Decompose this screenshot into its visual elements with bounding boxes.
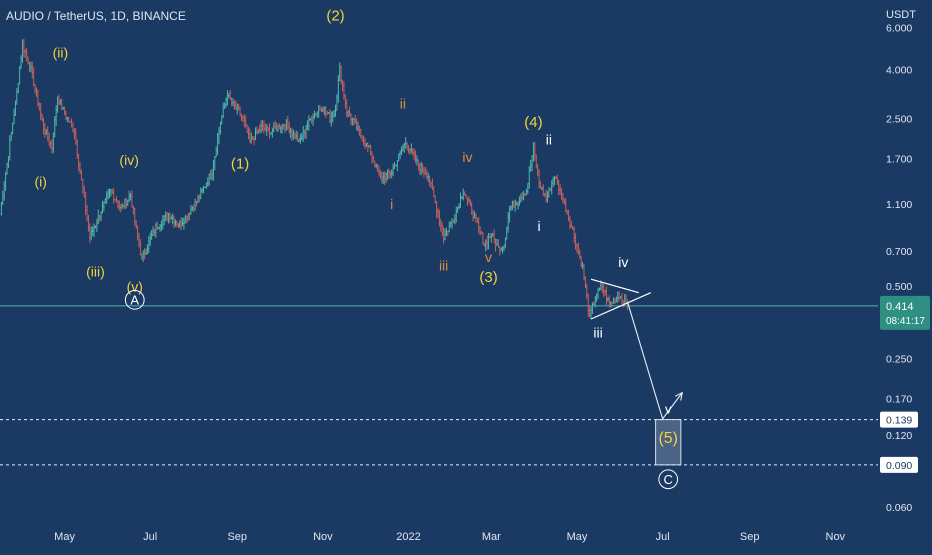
wave-label: (4)	[524, 114, 542, 131]
y-tick-label: 0.700	[886, 246, 912, 258]
x-tick-label: Nov	[313, 531, 333, 543]
y-tick-label: 0.120	[886, 430, 912, 442]
wave-label: iv	[462, 149, 472, 165]
wave-label: (iii)	[86, 263, 105, 279]
price-level-label: 0.139	[886, 415, 912, 427]
current-price-label: 0.414	[886, 301, 914, 313]
x-tick-label: Sep	[227, 531, 247, 543]
y-tick-label: 4.000	[886, 65, 912, 77]
x-tick-label: May	[567, 531, 588, 543]
y-tick-label: 0.500	[886, 281, 912, 293]
wave-label: i	[538, 218, 541, 234]
symbol-title: AUDIO / TetherUS, 1D, BINANCE	[6, 9, 186, 23]
wave-label: (v)	[127, 279, 143, 295]
y-tick-label: 0.250	[886, 353, 912, 365]
y-tick-label: 2.500	[886, 114, 912, 126]
x-tick-label: Nov	[826, 531, 846, 543]
y-tick-label: 1.100	[886, 199, 912, 211]
wave-label: iv	[618, 254, 628, 270]
price-level-badge	[880, 456, 918, 473]
price-level-badge	[880, 411, 918, 428]
wave-label: ii	[546, 131, 552, 147]
wave-label: iii	[593, 325, 602, 341]
wave-label: v	[665, 402, 672, 417]
wave-label: (ii)	[53, 44, 69, 60]
y-tick-label: 6.000	[886, 22, 912, 34]
wave-label: i	[390, 196, 393, 212]
wave-label: (1)	[231, 155, 249, 172]
projection-arrowhead	[674, 391, 684, 401]
x-tick-label: Mar	[482, 531, 501, 543]
y-tick-label: 1.700	[886, 154, 912, 166]
wave-label: iii	[439, 258, 448, 274]
wave-label: A	[130, 292, 139, 307]
wave-label: (5)	[658, 430, 678, 447]
triangle-upper-line	[590, 278, 639, 294]
x-tick-label: Jul	[143, 531, 157, 543]
x-tick-label: 2022	[396, 531, 420, 543]
projection-path	[626, 301, 683, 421]
wave-label: ii	[400, 96, 406, 112]
triangle-lower-line	[590, 292, 651, 320]
y-tick-label: 0.060	[886, 502, 912, 514]
x-tick-label: Jul	[656, 531, 670, 543]
wave-label: (iv)	[119, 152, 138, 168]
current-price-badge	[880, 295, 930, 330]
wave-label: (2)	[326, 8, 344, 25]
wave-label: (3)	[479, 269, 497, 286]
wave-label: C	[664, 472, 673, 487]
wave-label-circle	[658, 469, 679, 490]
wave-label: (i)	[34, 174, 46, 190]
wave-label: v	[485, 249, 492, 265]
currency-label: USDT	[886, 9, 916, 21]
y-tick-label: 0.170	[886, 394, 912, 406]
wave-label-circle	[124, 289, 145, 310]
price-level-label: 0.090	[886, 460, 912, 472]
target-zone-box	[655, 419, 682, 466]
x-tick-label: Sep	[740, 531, 760, 543]
countdown-label: 08:41:17	[886, 316, 925, 327]
x-tick-label: May	[54, 531, 75, 543]
